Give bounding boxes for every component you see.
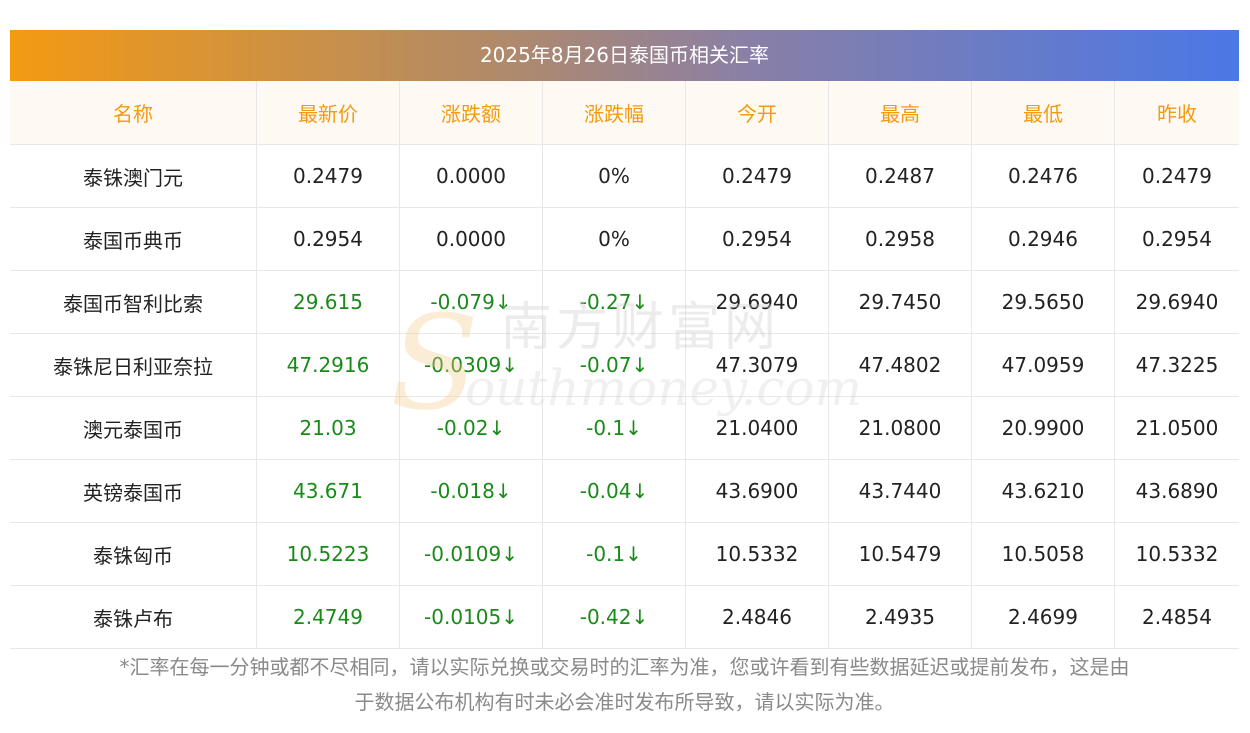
header-row: 名称 最新价 涨跌额 涨跌幅 今开 最高 最低 昨收 — [10, 81, 1239, 145]
cell-change: -0.079↓ — [399, 270, 543, 334]
cell-open: 29.6940 — [685, 270, 829, 334]
cell-name: 泰铢卢布 — [10, 585, 257, 649]
cell-low: 29.5650 — [971, 270, 1115, 334]
cell-prev: 0.2954 — [1114, 207, 1239, 271]
header-name: 名称 — [10, 81, 257, 145]
header-pct: 涨跌幅 — [542, 81, 686, 145]
cell-open: 10.5332 — [685, 522, 829, 586]
cell-high: 47.4802 — [828, 333, 972, 397]
table-row: 澳元泰国币 21.03 -0.02↓ -0.1↓ 21.0400 21.0800 20.99… — [10, 396, 1239, 460]
cell-pct: -0.04↓ — [542, 459, 686, 523]
cell-open: 0.2479 — [685, 144, 829, 208]
rate-table: 名称 最新价 涨跌额 涨跌幅 今开 最高 最低 昨收 泰铢澳门元 0.2479 0.… — [10, 81, 1239, 649]
cell-change: -0.018↓ — [399, 459, 543, 523]
cell-name: 泰国币智利比索 — [10, 270, 257, 334]
cell-name: 泰铢澳门元 — [10, 144, 257, 208]
cell-open: 2.4846 — [685, 585, 829, 649]
header-open: 今开 — [685, 81, 829, 145]
cell-name: 英镑泰国币 — [10, 459, 257, 523]
cell-open: 43.6900 — [685, 459, 829, 523]
table-row: 英镑泰国币 43.671 -0.018↓ -0.04↓ 43.6900 43.7440 43… — [10, 459, 1239, 523]
cell-high: 0.2958 — [828, 207, 972, 271]
cell-pct: -0.07↓ — [542, 333, 686, 397]
disclaimer-note: *汇率在每一分钟或都不尽相同，请以实际兑换或交易时的汇率为准，您或许看到有些数据… — [10, 650, 1239, 720]
cell-latest: 21.03 — [256, 396, 400, 460]
cell-prev: 10.5332 — [1114, 522, 1239, 586]
cell-high: 0.2487 — [828, 144, 972, 208]
cell-pct: -0.1↓ — [542, 396, 686, 460]
cell-prev: 21.0500 — [1114, 396, 1239, 460]
cell-pct: 0% — [542, 207, 686, 271]
table-row: 泰国币典币 0.2954 0.0000 0% 0.2954 0.2958 0.2946 0.2… — [10, 207, 1239, 271]
cell-change: -0.02↓ — [399, 396, 543, 460]
cell-change: -0.0309↓ — [399, 333, 543, 397]
cell-high: 10.5479 — [828, 522, 972, 586]
cell-latest: 29.615 — [256, 270, 400, 334]
cell-high: 29.7450 — [828, 270, 972, 334]
cell-high: 21.0800 — [828, 396, 972, 460]
cell-high: 2.4935 — [828, 585, 972, 649]
cell-low: 20.9900 — [971, 396, 1115, 460]
cell-low: 0.2476 — [971, 144, 1115, 208]
cell-high: 43.7440 — [828, 459, 972, 523]
cell-latest: 0.2954 — [256, 207, 400, 271]
cell-pct: -0.27↓ — [542, 270, 686, 334]
cell-latest: 47.2916 — [256, 333, 400, 397]
header-high: 最高 — [828, 81, 972, 145]
cell-latest: 10.5223 — [256, 522, 400, 586]
header-latest: 最新价 — [256, 81, 400, 145]
table-row: 泰铢澳门元 0.2479 0.0000 0% 0.2479 0.2487 0.2476 0.2… — [10, 144, 1239, 208]
disclaimer-line-1: *汇率在每一分钟或都不尽相同，请以实际兑换或交易时的汇率为准，您或许看到有些数据… — [119, 655, 1130, 679]
cell-change: 0.0000 — [399, 207, 543, 271]
disclaimer-line-2: 于数据公布机构有时未必会准时发布所导致，请以实际为准。 — [354, 690, 895, 714]
cell-name: 澳元泰国币 — [10, 396, 257, 460]
header-low: 最低 — [971, 81, 1115, 145]
header-prev: 昨收 — [1114, 81, 1239, 145]
rate-table-container: 2025年8月26日泰国币相关汇率 名称 最新价 涨跌额 涨跌幅 今开 最高 最… — [10, 30, 1239, 649]
cell-low: 2.4699 — [971, 585, 1115, 649]
cell-change: 0.0000 — [399, 144, 543, 208]
cell-prev: 29.6940 — [1114, 270, 1239, 334]
table-row: 泰铢卢布 2.4749 -0.0105↓ -0.42↓ 2.4846 2.4935 2.46… — [10, 585, 1239, 649]
cell-prev: 43.6890 — [1114, 459, 1239, 523]
cell-change: -0.0105↓ — [399, 585, 543, 649]
table-row: 泰铢尼日利亚奈拉 47.2916 -0.0309↓ -0.07↓ 47.3079 47.4… — [10, 333, 1239, 397]
cell-low: 47.0959 — [971, 333, 1115, 397]
cell-latest: 2.4749 — [256, 585, 400, 649]
cell-prev: 2.4854 — [1114, 585, 1239, 649]
cell-change: -0.0109↓ — [399, 522, 543, 586]
cell-pct: -0.1↓ — [542, 522, 686, 586]
cell-pct: 0% — [542, 144, 686, 208]
table-row: 泰国币智利比索 29.615 -0.079↓ -0.27↓ 29.6940 29.7450… — [10, 270, 1239, 334]
cell-name: 泰铢尼日利亚奈拉 — [10, 333, 257, 397]
cell-latest: 43.671 — [256, 459, 400, 523]
cell-open: 47.3079 — [685, 333, 829, 397]
cell-low: 10.5058 — [971, 522, 1115, 586]
cell-open: 0.2954 — [685, 207, 829, 271]
cell-low: 0.2946 — [971, 207, 1115, 271]
cell-prev: 47.3225 — [1114, 333, 1239, 397]
table-title: 2025年8月26日泰国币相关汇率 — [10, 30, 1239, 81]
cell-name: 泰国币典币 — [10, 207, 257, 271]
table-row: 泰铢匈币 10.5223 -0.0109↓ -0.1↓ 10.5332 10.5479 10… — [10, 522, 1239, 586]
cell-pct: -0.42↓ — [542, 585, 686, 649]
header-change: 涨跌额 — [399, 81, 543, 145]
cell-low: 43.6210 — [971, 459, 1115, 523]
cell-prev: 0.2479 — [1114, 144, 1239, 208]
cell-open: 21.0400 — [685, 396, 829, 460]
cell-latest: 0.2479 — [256, 144, 400, 208]
cell-name: 泰铢匈币 — [10, 522, 257, 586]
